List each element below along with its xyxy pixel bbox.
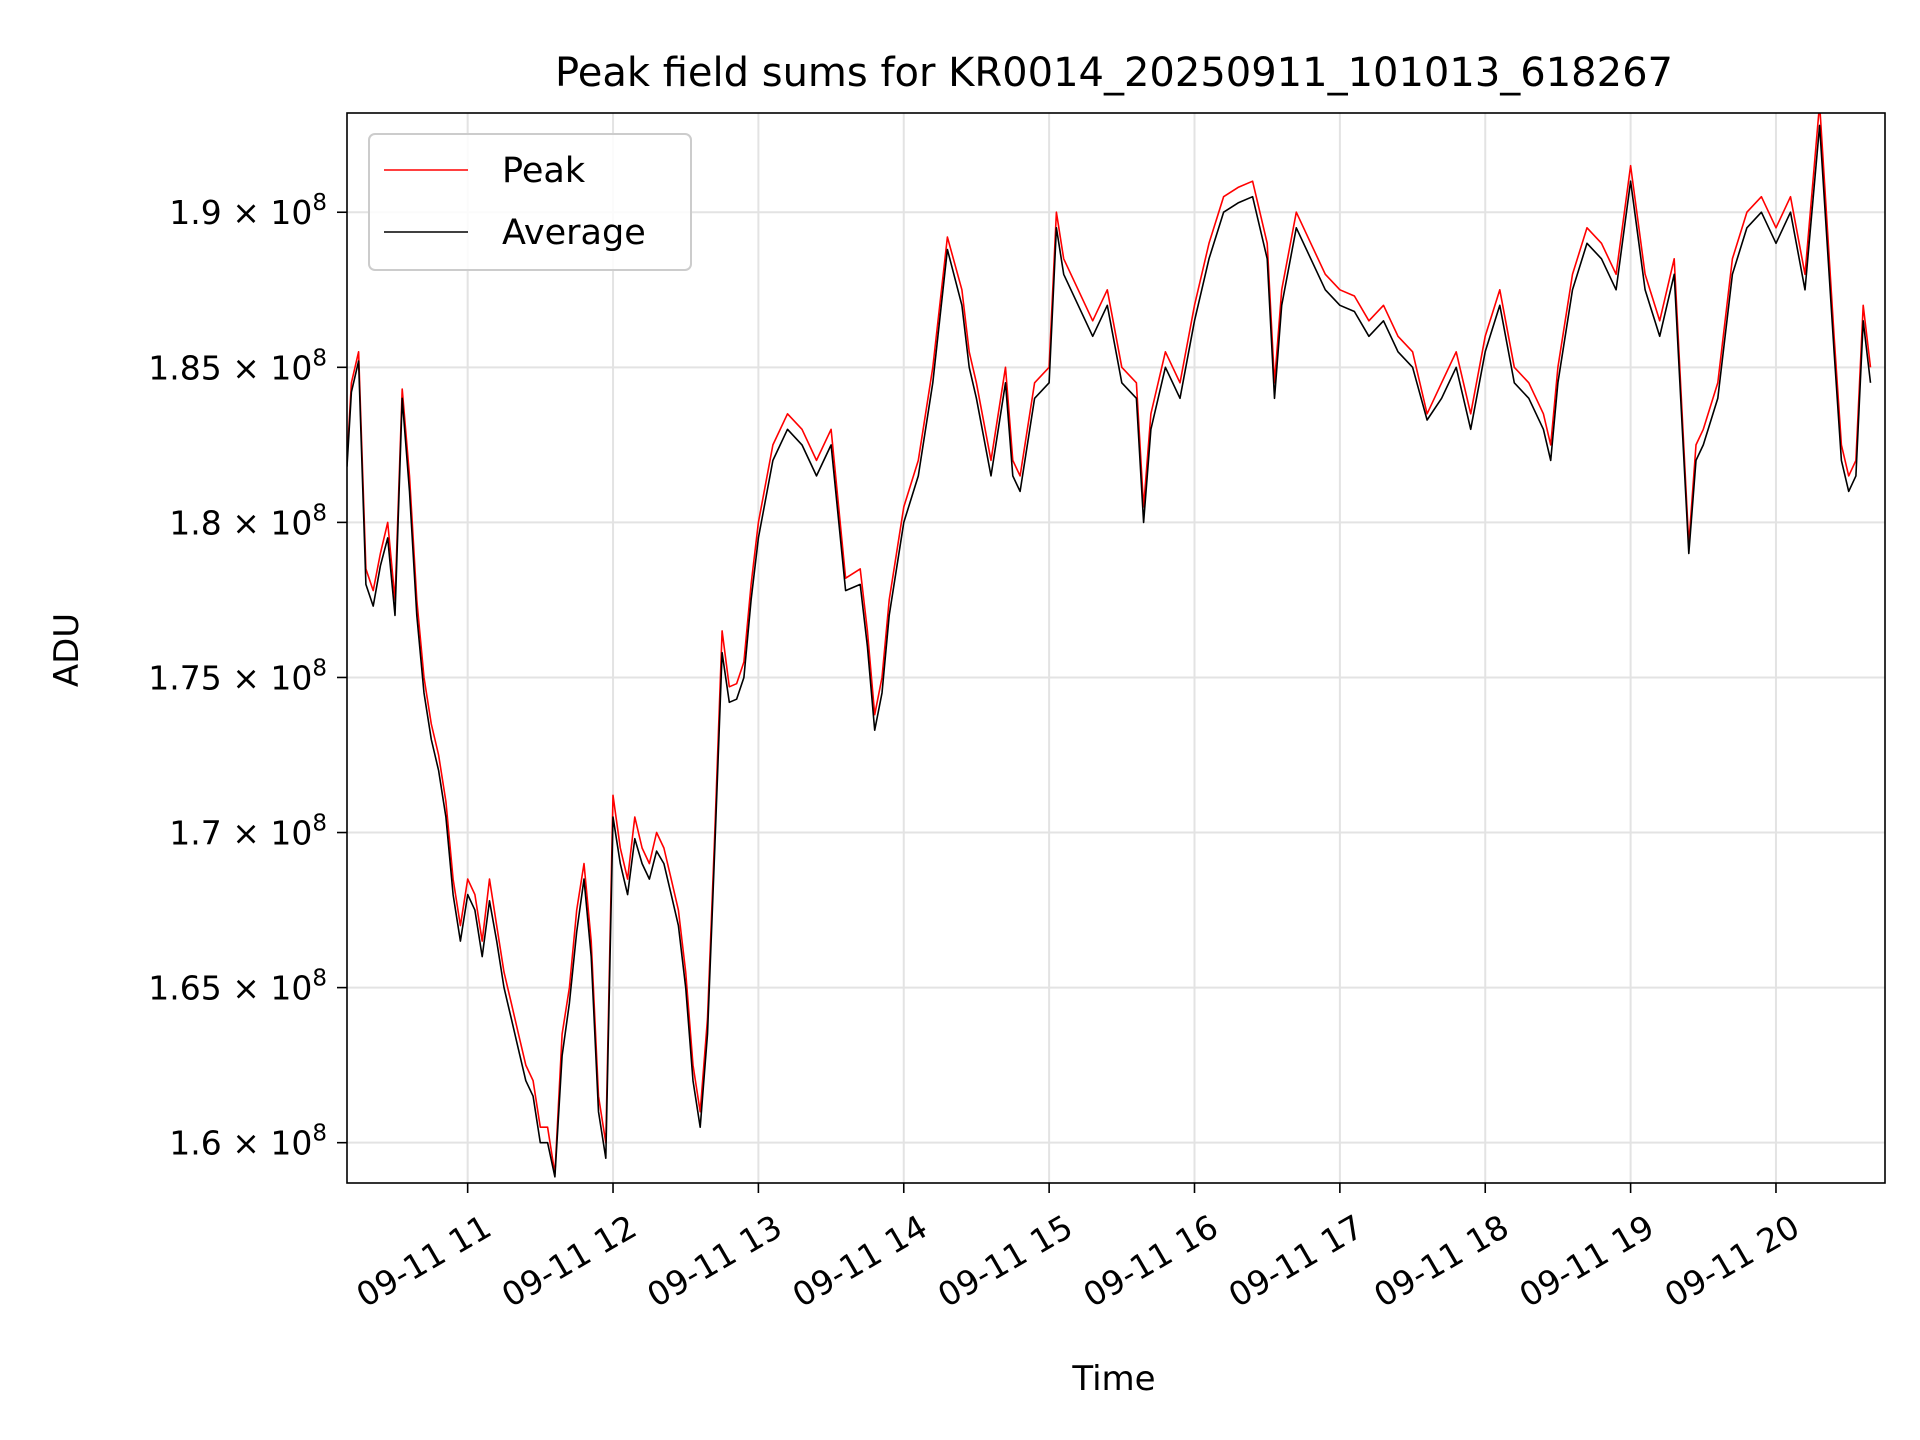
legend-label-average: Average: [502, 213, 646, 253]
y-tick-label: 1.8 × 108: [169, 500, 327, 542]
y-tick-exponent: 8: [312, 655, 327, 681]
grid: [347, 113, 1885, 1183]
legend-label-peak: Peak: [502, 151, 586, 191]
y-tick-exponent: 8: [312, 190, 327, 216]
y-tick-label: 1.9 × 108: [169, 190, 327, 232]
y-tick-mantissa: 1.8 × 10: [169, 503, 312, 542]
y-tick-exponent: 8: [312, 811, 327, 837]
x-axis-label: Time: [1071, 1359, 1155, 1399]
y-tick-label: 1.85 × 108: [148, 345, 327, 387]
legend-box: [368, 133, 692, 271]
y-tick-exponent: 8: [312, 966, 327, 992]
y-tick-label: 1.7 × 108: [169, 811, 327, 853]
y-tick-mantissa: 1.65 × 10: [148, 969, 312, 1008]
y-tick-mantissa: 1.85 × 10: [148, 348, 312, 387]
y-tick-mantissa: 1.7 × 10: [169, 814, 312, 853]
plot-frame: [346, 112, 1886, 1184]
y-axis-label: ADU: [47, 613, 87, 687]
series-line-average: [347, 124, 1872, 1178]
y-tick-mantissa: 1.9 × 10: [169, 193, 312, 232]
series-layer: [347, 113, 1872, 1178]
y-tick-mantissa: 1.75 × 10: [148, 658, 312, 697]
series-line-peak: [347, 113, 1872, 1175]
y-tick-mantissa: 1.6 × 10: [169, 1124, 312, 1163]
legend: Peak Average: [368, 133, 692, 271]
y-tick-label: 1.75 × 108: [148, 655, 327, 697]
y-tick-exponent: 8: [312, 1121, 327, 1147]
y-tick-exponent: 8: [312, 345, 327, 371]
chart-title: Peak field sums for KR0014_20250911_1010…: [555, 50, 1673, 96]
y-tick-exponent: 8: [312, 500, 327, 526]
y-tick-label: 1.65 × 108: [148, 966, 327, 1008]
y-tick-label: 1.6 × 108: [169, 1121, 327, 1163]
